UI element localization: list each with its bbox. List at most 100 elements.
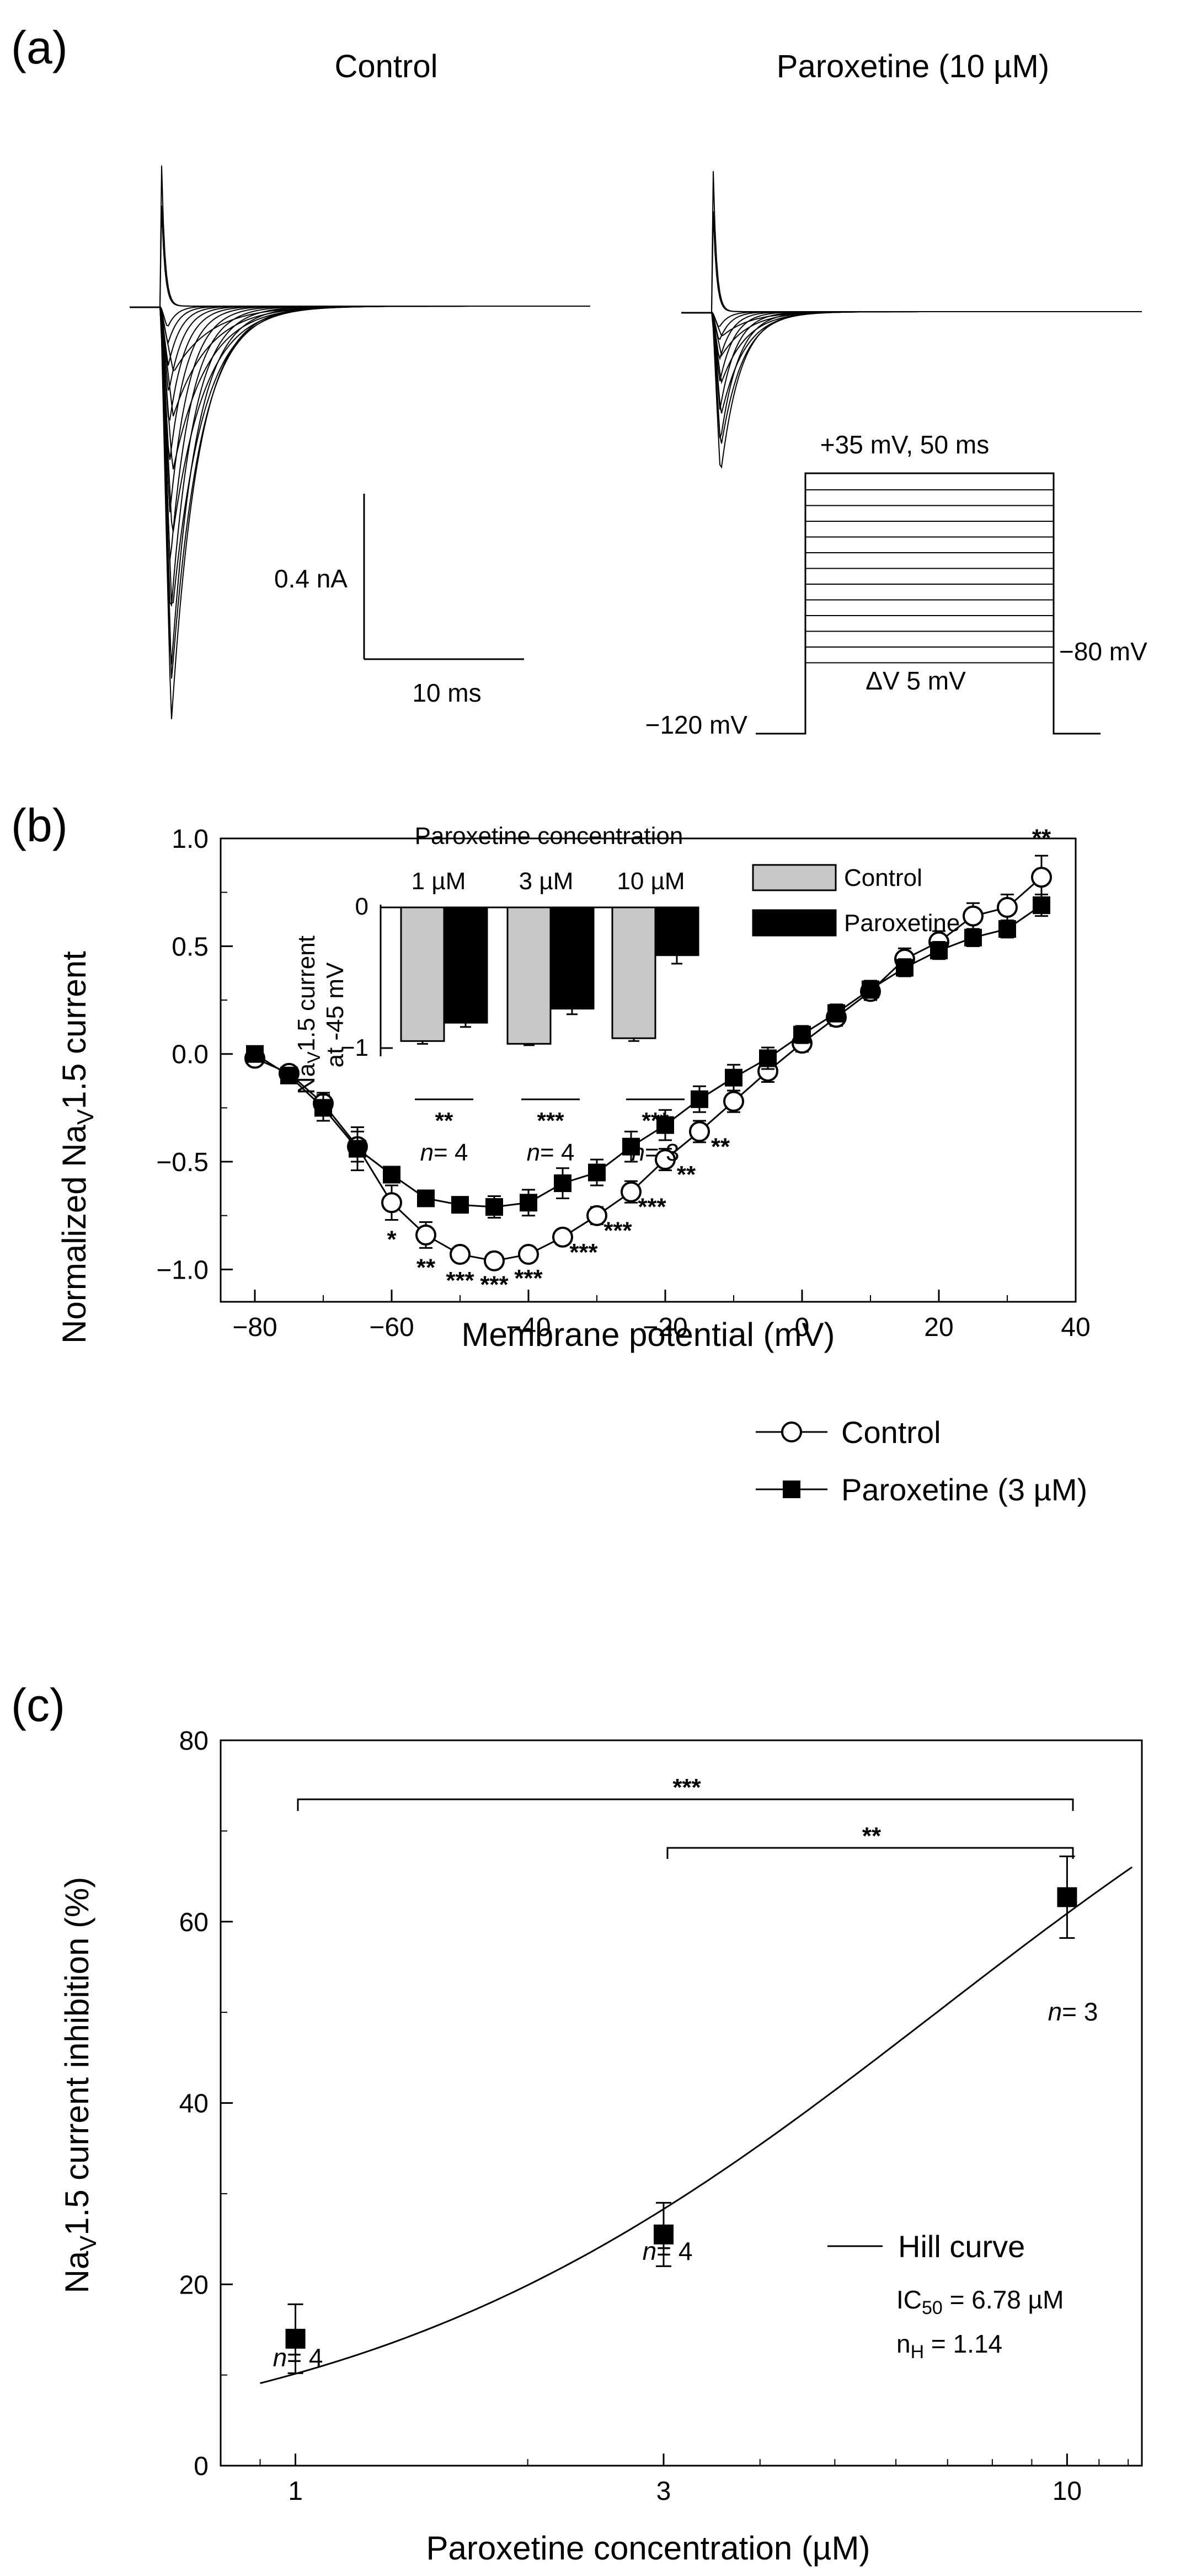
inset-bar-chart: Paroxetine concentration 1 µM 3 µM 10 µM… — [293, 822, 960, 1166]
scale-current-label: 0.4 nA — [274, 564, 348, 593]
inset-group-2: 3 µM — [519, 868, 574, 895]
hill-x-tick-label: 1 — [288, 2477, 303, 2506]
hill-y-tick-label: 60 — [179, 1908, 209, 1937]
paroxetine-point — [930, 942, 948, 959]
inset-group-1: 1 µM — [412, 868, 466, 895]
significance-stars: ** — [677, 1161, 696, 1188]
panel-c-label: (c) — [11, 1679, 65, 1731]
inset-sig-stars-1: ** — [435, 1108, 453, 1134]
paroxetine-point — [383, 1166, 400, 1183]
iv-x-tick-label: −60 — [369, 1313, 414, 1342]
current-trace — [160, 306, 590, 719]
significance-stars: ** — [711, 1133, 730, 1160]
current-trace — [712, 312, 1142, 410]
control-point — [382, 1193, 401, 1212]
iv-legend: Control Paroxetine (3 µM) — [756, 1415, 1087, 1507]
control-point — [485, 1252, 504, 1270]
bracket-1-stars: *** — [672, 1774, 701, 1801]
control-point — [964, 907, 982, 926]
paroxetine-point — [998, 920, 1016, 938]
paroxetine-point — [588, 1164, 606, 1182]
hill-x-axis-title: Paroxetine concentration (µM) — [426, 2530, 870, 2567]
iv-y-tick-label: −1.0 — [156, 1255, 209, 1285]
current-trace — [160, 165, 590, 306]
bracket-2-stars: ** — [862, 1823, 882, 1850]
inset-bars — [381, 905, 698, 1056]
figure: (a) Control Paroxetine (10 µM) 0.4 nA 10… — [0, 0, 1186, 2576]
current-trace — [712, 312, 1142, 413]
significance-stars: *** — [446, 1267, 474, 1294]
control-point — [724, 1092, 743, 1111]
bracket-3-10 — [667, 1848, 1073, 1859]
control-point — [451, 1245, 469, 1264]
control-point — [519, 1245, 538, 1264]
n-label-1: n= 4 — [273, 2343, 323, 2372]
current-trace — [160, 306, 590, 460]
paroxetine-point — [827, 1004, 845, 1022]
iv-x-tick-label: 40 — [1061, 1313, 1090, 1342]
significance-stars: *** — [514, 1265, 543, 1292]
paroxetine-current-traces — [681, 171, 1142, 467]
hill-n-labels: n= 4 n= 4 n= 3 — [273, 1997, 1098, 2372]
iv-y-tick-label: 0.0 — [172, 1040, 209, 1070]
paroxetine-point — [520, 1194, 537, 1211]
iv-y-tick-label: 1.0 — [172, 825, 209, 854]
inset-legend-paroxetine-swatch — [753, 910, 836, 936]
inset-bar-control — [507, 907, 551, 1044]
inset-significance: ** n= 4 *** n= 4 *** n= 3 — [415, 1099, 685, 1166]
panel-a: (a) Control Paroxetine (10 µM) 0.4 nA 10… — [11, 22, 1147, 739]
significance-stars: * — [387, 1226, 397, 1253]
current-trace — [712, 312, 1142, 438]
inset-legend-control: Control — [844, 864, 922, 891]
inset-legend-paroxetine: Paroxetine — [844, 910, 960, 937]
paroxetine-point — [451, 1196, 469, 1214]
scale-bar: 0.4 nA 10 ms — [274, 494, 524, 707]
legend-control-marker — [782, 1423, 801, 1441]
iv-x-tick-label: 20 — [924, 1313, 953, 1342]
hill-frame — [221, 1740, 1142, 2466]
hill-y-tick-label: 40 — [179, 2089, 209, 2119]
paroxetine-point — [793, 1026, 811, 1044]
paroxetine-point — [759, 1050, 777, 1067]
panel-a-label: (a) — [11, 22, 68, 73]
protocol-top-label: +35 mV, 50 ms — [820, 430, 989, 459]
control-point — [998, 898, 1017, 917]
hill-data-point — [1057, 1887, 1077, 1907]
current-trace — [712, 312, 1142, 336]
n-label-10: n= 3 — [1048, 1997, 1098, 2026]
nh-text: nH = 1.14 — [896, 2329, 1002, 2363]
hill-x-tick-label: 10 — [1053, 2477, 1082, 2506]
significance-stars: ** — [416, 1254, 436, 1281]
hill-y-tick-label: 80 — [179, 1727, 209, 1756]
inset-legend: Control Paroxetine — [753, 864, 960, 937]
iv-x-axis-title: Membrane potential (mV) — [462, 1316, 835, 1353]
hill-y-tick-label: 20 — [179, 2270, 209, 2300]
inset-bar-paroxetine — [444, 907, 487, 1023]
voltage-protocol: +35 mV, 50 ms −120 mV −80 mV ΔV 5 mV — [645, 430, 1148, 739]
paroxetine-title: Paroxetine (10 µM) — [777, 49, 1049, 84]
inset-y-tick-0: 0 — [355, 893, 368, 920]
paroxetine-point — [896, 959, 913, 976]
significance-stars: *** — [638, 1194, 666, 1221]
inset-n-2: n= 4 — [527, 1139, 575, 1166]
current-trace — [160, 206, 590, 306]
iv-x-tick-label: −80 — [232, 1313, 277, 1342]
control-title: Control — [335, 49, 438, 84]
paroxetine-point — [554, 1174, 571, 1192]
paroxetine-point — [964, 929, 982, 947]
significance-stars: ** — [1032, 824, 1051, 851]
paroxetine-point — [246, 1045, 264, 1063]
inset-legend-control-swatch — [753, 865, 836, 890]
panel-b: (b) 1.0 0.5 0.0 −0.5 −1.0 −80 −60 −40 −20 0 20 40 N… — [11, 799, 1091, 1507]
protocol-holding-label: −120 mV — [645, 710, 748, 739]
hill-legend: Hill curve IC50 = 6.78 µM nH = 1.14 — [827, 2229, 1064, 2363]
legend-paroxetine-marker — [783, 1481, 800, 1498]
panel-c: (c) 0 20 40 60 80 1 3 10 NaV1.5 current inhibit… — [11, 1679, 1142, 2567]
paroxetine-point — [349, 1140, 366, 1158]
ic50-text: IC50 = 6.78 µM — [896, 2285, 1064, 2318]
significance-stars: *** — [603, 1217, 632, 1244]
hill-y-tick-label: 0 — [194, 2452, 209, 2481]
inset-sig-stars-2: *** — [537, 1108, 564, 1134]
current-trace — [712, 312, 1142, 356]
inset-group-3: 10 µM — [617, 868, 685, 895]
